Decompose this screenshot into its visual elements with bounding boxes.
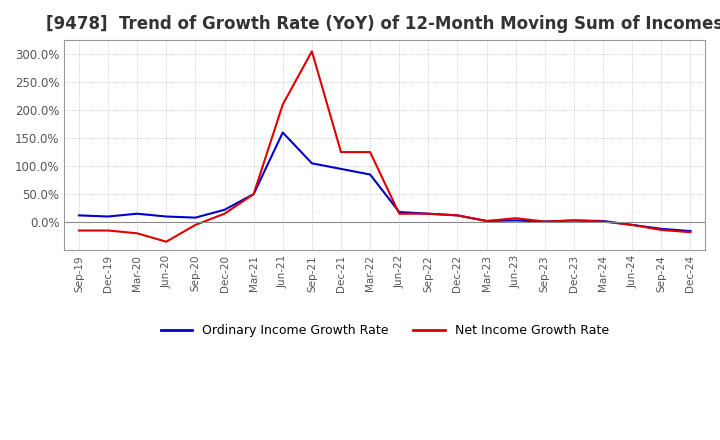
Net Income Growth Rate bbox=[220, 211, 229, 216]
Net Income Growth Rate bbox=[75, 228, 84, 233]
Ordinary Income Growth Rate bbox=[279, 130, 287, 135]
Ordinary Income Growth Rate bbox=[511, 218, 520, 223]
Ordinary Income Growth Rate bbox=[162, 214, 171, 219]
Net Income Growth Rate bbox=[191, 222, 199, 227]
Ordinary Income Growth Rate bbox=[599, 218, 608, 224]
Net Income Growth Rate bbox=[570, 218, 578, 223]
Ordinary Income Growth Rate bbox=[424, 211, 433, 216]
Net Income Growth Rate bbox=[686, 230, 695, 235]
Ordinary Income Growth Rate bbox=[337, 166, 346, 172]
Ordinary Income Growth Rate bbox=[366, 172, 374, 177]
Net Income Growth Rate bbox=[133, 231, 142, 236]
Net Income Growth Rate bbox=[541, 219, 549, 224]
Ordinary Income Growth Rate bbox=[249, 191, 258, 197]
Net Income Growth Rate bbox=[307, 49, 316, 54]
Ordinary Income Growth Rate bbox=[541, 219, 549, 224]
Ordinary Income Growth Rate bbox=[133, 211, 142, 216]
Ordinary Income Growth Rate bbox=[307, 161, 316, 166]
Ordinary Income Growth Rate bbox=[75, 213, 84, 218]
Ordinary Income Growth Rate bbox=[686, 228, 695, 234]
Ordinary Income Growth Rate bbox=[104, 214, 112, 219]
Net Income Growth Rate bbox=[482, 218, 491, 224]
Net Income Growth Rate bbox=[279, 102, 287, 107]
Ordinary Income Growth Rate bbox=[191, 215, 199, 220]
Net Income Growth Rate bbox=[337, 150, 346, 155]
Net Income Growth Rate bbox=[395, 211, 404, 216]
Ordinary Income Growth Rate bbox=[482, 218, 491, 224]
Net Income Growth Rate bbox=[453, 213, 462, 218]
Net Income Growth Rate bbox=[366, 150, 374, 155]
Ordinary Income Growth Rate bbox=[657, 226, 666, 231]
Net Income Growth Rate bbox=[162, 239, 171, 244]
Ordinary Income Growth Rate bbox=[570, 218, 578, 223]
Ordinary Income Growth Rate bbox=[220, 207, 229, 213]
Title: [9478]  Trend of Growth Rate (YoY) of 12-Month Moving Sum of Incomes: [9478] Trend of Growth Rate (YoY) of 12-… bbox=[46, 15, 720, 33]
Net Income Growth Rate bbox=[424, 211, 433, 216]
Net Income Growth Rate bbox=[249, 191, 258, 197]
Ordinary Income Growth Rate bbox=[453, 213, 462, 218]
Net Income Growth Rate bbox=[104, 228, 112, 233]
Net Income Growth Rate bbox=[657, 227, 666, 233]
Net Income Growth Rate bbox=[511, 216, 520, 221]
Line: Net Income Growth Rate: Net Income Growth Rate bbox=[79, 51, 690, 242]
Legend: Ordinary Income Growth Rate, Net Income Growth Rate: Ordinary Income Growth Rate, Net Income … bbox=[156, 319, 613, 342]
Ordinary Income Growth Rate bbox=[395, 209, 404, 215]
Ordinary Income Growth Rate bbox=[628, 222, 636, 227]
Net Income Growth Rate bbox=[628, 222, 636, 227]
Net Income Growth Rate bbox=[599, 219, 608, 224]
Line: Ordinary Income Growth Rate: Ordinary Income Growth Rate bbox=[79, 132, 690, 231]
